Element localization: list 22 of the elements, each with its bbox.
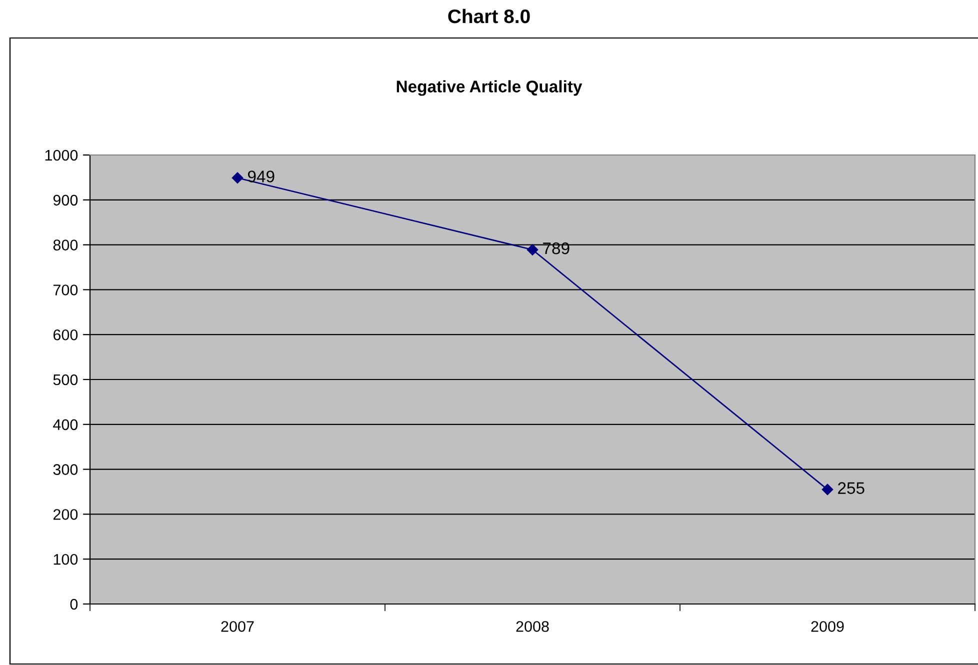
point bbox=[526, 244, 538, 256]
y-tick-label: 300 bbox=[53, 464, 78, 475]
point bbox=[232, 172, 244, 184]
x-tick-label: 2008 bbox=[516, 621, 549, 632]
data-label: 255 bbox=[838, 482, 864, 494]
y-tick-label: 0 bbox=[70, 598, 78, 610]
point bbox=[822, 484, 834, 496]
y-tick-label: 200 bbox=[53, 509, 78, 520]
chart-title: Chart 8.0 bbox=[448, 8, 530, 24]
x-tick-label: 2007 bbox=[221, 621, 254, 632]
y-tick-label: 700 bbox=[53, 284, 78, 296]
y-tick-label: 100 bbox=[54, 554, 78, 565]
y-tick-label: 1000 bbox=[45, 150, 78, 161]
y-tick-label: 800 bbox=[53, 240, 78, 250]
data-label: 789 bbox=[543, 242, 570, 254]
y-tick-label: 900 bbox=[53, 194, 78, 206]
chart-subtitle: Negative Article Quality bbox=[396, 80, 582, 96]
y-tick-label: 600 bbox=[53, 329, 78, 340]
y-tick-label: 500 bbox=[53, 374, 78, 386]
x-tick-label: 2009 bbox=[811, 621, 844, 632]
data-label: 949 bbox=[248, 170, 274, 182]
y-tick-label: 400 bbox=[53, 419, 78, 430]
